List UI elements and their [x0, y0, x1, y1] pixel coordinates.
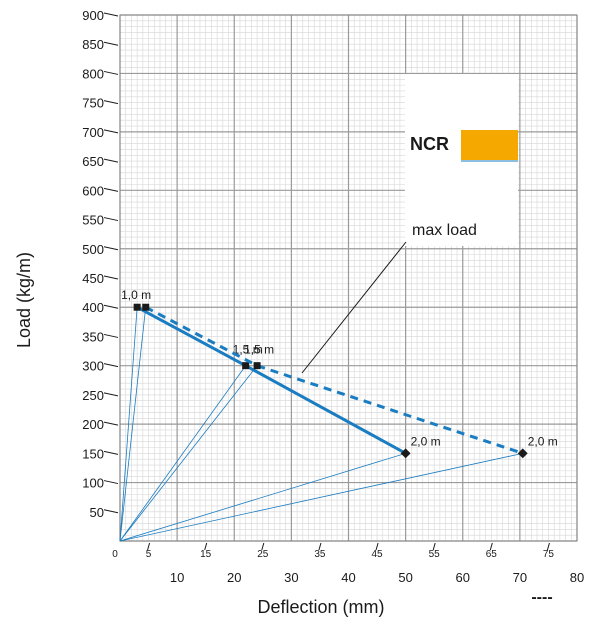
legend-swatch	[461, 130, 518, 160]
x-tick-mark	[147, 542, 151, 551]
dashed-legend-symbol: ----	[531, 589, 552, 606]
x-tick-label-major: 30	[284, 570, 298, 585]
data-label: 2,0 m	[528, 434, 558, 448]
data-label: 1,5 m	[233, 343, 263, 357]
y-tick-mark	[103, 129, 119, 134]
y-tick-label: 650	[82, 154, 104, 169]
series-layer: 1,0 m 1,5 m 2,0 m 1,5 m 2,0 m	[121, 288, 558, 459]
fan-line	[119, 365, 258, 542]
y-tick-mark	[103, 421, 119, 426]
fan-line	[119, 452, 523, 542]
y-tick-label: 250	[82, 388, 104, 403]
y-tick-label: 200	[82, 417, 104, 432]
tick-labels: 5010015020025030035040045050055060065070…	[82, 8, 584, 585]
y-tick-mark	[103, 363, 119, 368]
y-tick-mark	[103, 333, 119, 338]
x-tick-mark	[261, 542, 265, 551]
y-tick-mark	[103, 12, 119, 17]
x-tick-label-major: 50	[398, 570, 412, 585]
y-tick-label: 500	[82, 242, 104, 257]
x-tick-label-major: 20	[227, 570, 241, 585]
y-tick-mark	[103, 509, 119, 514]
y-tick-label: 750	[82, 96, 104, 111]
series-line-dashed	[145, 305, 524, 455]
data-point-marker	[142, 303, 150, 311]
max-load-annotation: max load	[412, 222, 477, 239]
x-axis-title: Deflection (mm)	[257, 597, 384, 617]
x-tick-label-minor: 15	[200, 549, 212, 560]
fan-line	[119, 307, 147, 542]
fan-line	[119, 365, 247, 542]
y-tick-label: 150	[82, 446, 104, 461]
fan-line	[119, 307, 138, 542]
x-tick-label-major: 80	[570, 570, 584, 585]
y-tick-label: 800	[82, 66, 104, 81]
data-point-marker	[517, 448, 528, 459]
x-tick-mark	[546, 542, 550, 551]
x-tick-label-major: 10	[170, 570, 184, 585]
x-tick-label-minor: 55	[429, 549, 441, 560]
y-tick-mark	[103, 100, 119, 105]
x-tick-label-minor: 5	[146, 549, 152, 560]
data-label: 1,5 m	[244, 343, 274, 357]
y-tick-mark	[103, 41, 119, 46]
y-tick-label: 50	[90, 505, 104, 520]
y-tick-mark	[103, 304, 119, 309]
y-tick-label: 850	[82, 37, 104, 52]
span-fan-lines	[119, 307, 523, 542]
y-tick-mark	[103, 70, 119, 75]
y-tick-mark	[103, 392, 119, 397]
x-tick-label-minor: 65	[486, 549, 498, 560]
data-point-marker	[253, 362, 261, 370]
y-tick-mark	[103, 450, 119, 455]
x-tick-label-minor: 45	[372, 549, 384, 560]
x-tick-label-minor: 75	[543, 549, 555, 560]
y-tick-label: 300	[82, 359, 104, 374]
max-load-leader-line	[301, 241, 407, 374]
x-tick-label-minor: 0	[112, 549, 118, 560]
y-tick-mark	[103, 217, 119, 222]
x-tick-mark	[489, 542, 493, 551]
fan-line	[119, 452, 406, 542]
data-point-marker	[242, 362, 250, 370]
x-tick-label-minor: 25	[257, 549, 269, 560]
x-tick-mark	[432, 542, 436, 551]
legend-label: NCR	[410, 134, 449, 154]
y-tick-label: 100	[82, 476, 104, 491]
y-tick-label: 450	[82, 271, 104, 286]
y-tick-label: 600	[82, 183, 104, 198]
data-label: 2,0 m	[411, 434, 441, 448]
y-tick-mark	[103, 275, 119, 280]
y-tick-mark	[103, 480, 119, 485]
data-point-marker	[400, 448, 411, 459]
y-tick-mark	[103, 187, 119, 192]
x-tick-label-major: 40	[341, 570, 355, 585]
data-point-marker	[133, 303, 141, 311]
data-label: 1,0 m	[121, 288, 151, 302]
x-tick-mark	[375, 542, 379, 551]
y-tick-label: 900	[82, 8, 104, 23]
y-tick-label: 550	[82, 213, 104, 228]
y-tick-label: 700	[82, 125, 104, 140]
x-tick-mark	[204, 542, 208, 551]
y-tick-label: 400	[82, 300, 104, 315]
y-axis-title: Load (kg/m)	[14, 252, 34, 348]
x-tick-label-major: 70	[513, 570, 527, 585]
y-tick-mark	[103, 158, 119, 163]
y-tick-mark	[103, 246, 119, 251]
plot-frame	[119, 14, 578, 542]
x-tick-label-major: 60	[456, 570, 470, 585]
x-tick-label-minor: 35	[314, 549, 326, 560]
y-tick-label: 350	[82, 329, 104, 344]
x-tick-mark	[318, 542, 322, 551]
